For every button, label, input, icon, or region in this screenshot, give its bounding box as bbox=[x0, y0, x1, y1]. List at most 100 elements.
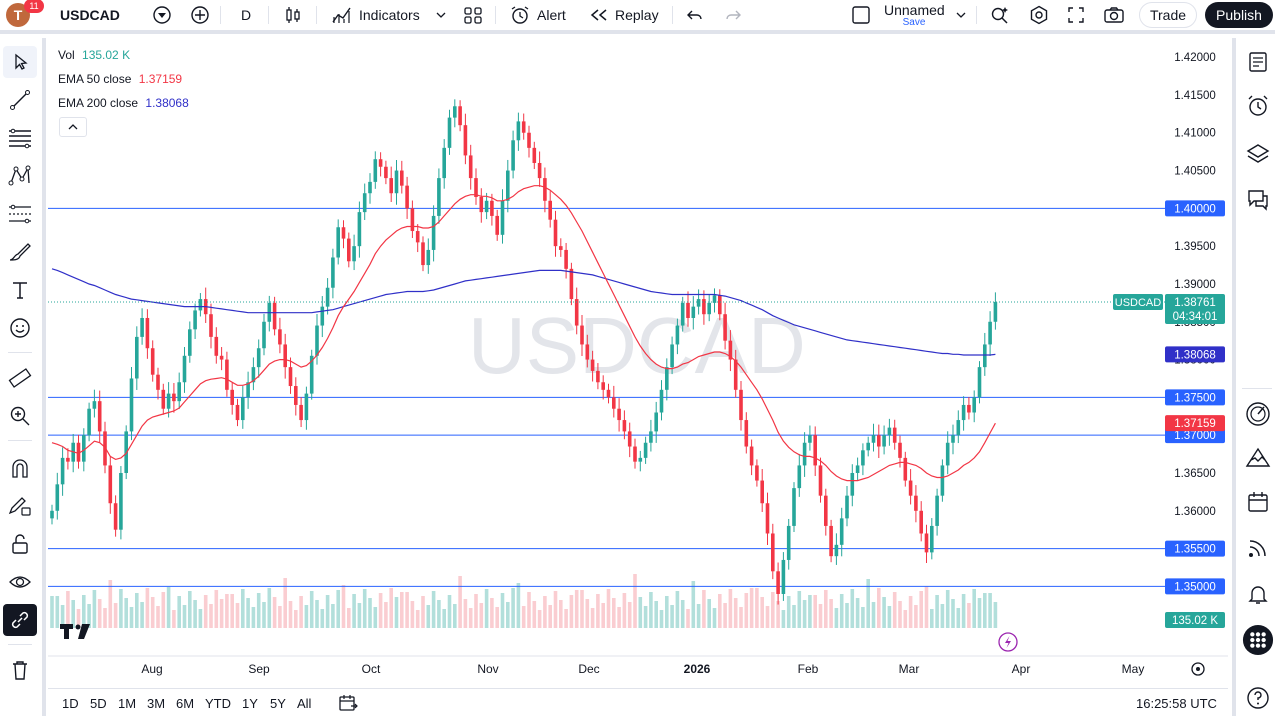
ema50-legend[interactable]: EMA 50 close 1.37159 bbox=[58, 72, 182, 86]
toolbar-divider bbox=[8, 352, 32, 353]
layout-dropdown[interactable] bbox=[955, 0, 967, 30]
volume-bar bbox=[145, 588, 150, 628]
redo-button[interactable] bbox=[724, 0, 742, 30]
price-level-label-bg bbox=[1165, 200, 1225, 217]
notification-badge[interactable]: 11 bbox=[24, 0, 44, 13]
range-button-1y[interactable]: 1Y bbox=[242, 695, 258, 711]
chats-button[interactable] bbox=[1242, 184, 1274, 216]
layout-checkbox[interactable] bbox=[851, 0, 871, 30]
prediction-tool[interactable] bbox=[3, 198, 37, 230]
ruler-tool[interactable] bbox=[3, 362, 37, 394]
products-button[interactable] bbox=[1242, 624, 1274, 656]
candle bbox=[919, 510, 923, 534]
candle bbox=[166, 393, 171, 409]
candle bbox=[680, 302, 685, 326]
candle bbox=[733, 359, 738, 390]
candle bbox=[468, 155, 473, 179]
candle bbox=[728, 340, 733, 360]
trend-line-tool[interactable] bbox=[3, 84, 37, 116]
technicals-button[interactable] bbox=[1242, 398, 1274, 430]
symbol-menu-icon[interactable] bbox=[152, 5, 172, 30]
candle bbox=[861, 450, 865, 466]
range-button-5y[interactable]: 5Y bbox=[270, 695, 286, 711]
replay-button[interactable]: Replay bbox=[590, 0, 659, 30]
symbol-search[interactable]: USDCAD bbox=[50, 3, 178, 27]
volume-bar bbox=[887, 606, 892, 628]
range-button-ytd[interactable]: YTD bbox=[205, 695, 231, 711]
indicators-button[interactable]: Indicators bbox=[331, 0, 420, 30]
candle bbox=[866, 442, 870, 451]
range-button-1m[interactable]: 1M bbox=[118, 695, 137, 711]
utc-clock[interactable]: 16:25:58 UTC bbox=[1136, 695, 1217, 711]
candle bbox=[892, 427, 897, 443]
volume-bar bbox=[92, 590, 97, 628]
undo-button[interactable] bbox=[686, 0, 704, 30]
candle bbox=[219, 355, 224, 360]
chart-pane[interactable]: USDCAD 1.42000 1.41500 1.41000 1.40500 1.400… bbox=[48, 38, 1228, 683]
calendar-button[interactable] bbox=[1242, 486, 1274, 518]
candle bbox=[977, 367, 982, 398]
ema200-legend[interactable]: EMA 200 close 1.38068 bbox=[58, 96, 189, 110]
volume-bar bbox=[643, 606, 648, 628]
indicators-dropdown[interactable] bbox=[435, 0, 447, 30]
range-button-5d[interactable]: 5D bbox=[90, 695, 107, 711]
candle bbox=[172, 393, 176, 402]
notifications-button[interactable] bbox=[1242, 578, 1274, 610]
range-button-3m[interactable]: 3M bbox=[147, 695, 166, 711]
lock-tool[interactable] bbox=[3, 528, 37, 560]
alert-button[interactable]: Alert bbox=[509, 0, 566, 30]
candle bbox=[781, 559, 786, 594]
magnet-icon bbox=[12, 459, 28, 478]
collapse-legend-button[interactable] bbox=[59, 117, 87, 137]
volume-bar bbox=[702, 590, 706, 628]
interval-button[interactable]: D bbox=[241, 0, 251, 30]
zoom-tool[interactable] bbox=[3, 400, 37, 432]
range-button-1d[interactable]: 1D bbox=[62, 695, 79, 711]
alerts-panel-button[interactable] bbox=[1242, 90, 1274, 122]
pattern-tool[interactable] bbox=[3, 160, 37, 192]
chart-type-button[interactable] bbox=[283, 0, 303, 30]
lightning-icon[interactable] bbox=[998, 632, 1018, 652]
add-symbol-button[interactable] bbox=[190, 0, 210, 30]
trade-button[interactable]: Trade bbox=[1139, 2, 1197, 28]
news-button[interactable] bbox=[1242, 532, 1274, 564]
volume-bar bbox=[246, 598, 250, 628]
volume-bar bbox=[993, 602, 998, 628]
date-range-button[interactable] bbox=[338, 689, 358, 717]
cursor-tool[interactable] bbox=[3, 46, 37, 78]
volume-legend[interactable]: Vol 135.02 K bbox=[58, 48, 130, 62]
range-button-all[interactable]: All bbox=[297, 695, 312, 711]
candle bbox=[755, 465, 759, 481]
remove-drawings-tool[interactable] bbox=[3, 654, 37, 686]
ideas-button[interactable] bbox=[1242, 442, 1274, 474]
sync-drawings-tool[interactable] bbox=[3, 604, 37, 636]
help-button[interactable] bbox=[1242, 682, 1274, 714]
emoji-tool[interactable] bbox=[3, 312, 37, 344]
volume-bar bbox=[225, 594, 229, 628]
trash-icon bbox=[13, 661, 27, 680]
volume-bar bbox=[362, 589, 367, 628]
object-tree-button[interactable] bbox=[1242, 138, 1274, 170]
range-button-6m[interactable]: 6M bbox=[176, 695, 195, 711]
quick-search-button[interactable] bbox=[990, 0, 1010, 30]
snapshot-button[interactable] bbox=[1103, 0, 1125, 30]
settings-button[interactable] bbox=[1029, 0, 1049, 30]
volume-bar bbox=[622, 593, 627, 628]
draw-mode-tool[interactable] bbox=[3, 490, 37, 522]
watchlist-button[interactable] bbox=[1242, 46, 1274, 78]
text-tool[interactable] bbox=[3, 274, 37, 306]
axis-settings-icon[interactable] bbox=[1191, 662, 1205, 676]
candle bbox=[336, 227, 340, 258]
brush-tool[interactable] bbox=[3, 236, 37, 268]
volume-bar bbox=[400, 592, 404, 628]
volume-bar bbox=[198, 609, 203, 628]
volume-bar bbox=[60, 605, 65, 628]
magnet-tool[interactable] bbox=[3, 452, 37, 484]
volume-bar bbox=[945, 590, 950, 628]
visibility-tool[interactable] bbox=[3, 566, 37, 598]
fib-tool[interactable] bbox=[3, 122, 37, 154]
fullscreen-button[interactable] bbox=[1067, 0, 1085, 30]
publish-button[interactable]: Publish bbox=[1205, 2, 1273, 28]
layouts-button[interactable] bbox=[463, 0, 483, 30]
layout-name-group[interactable]: Unnamed Save bbox=[884, 3, 945, 29]
